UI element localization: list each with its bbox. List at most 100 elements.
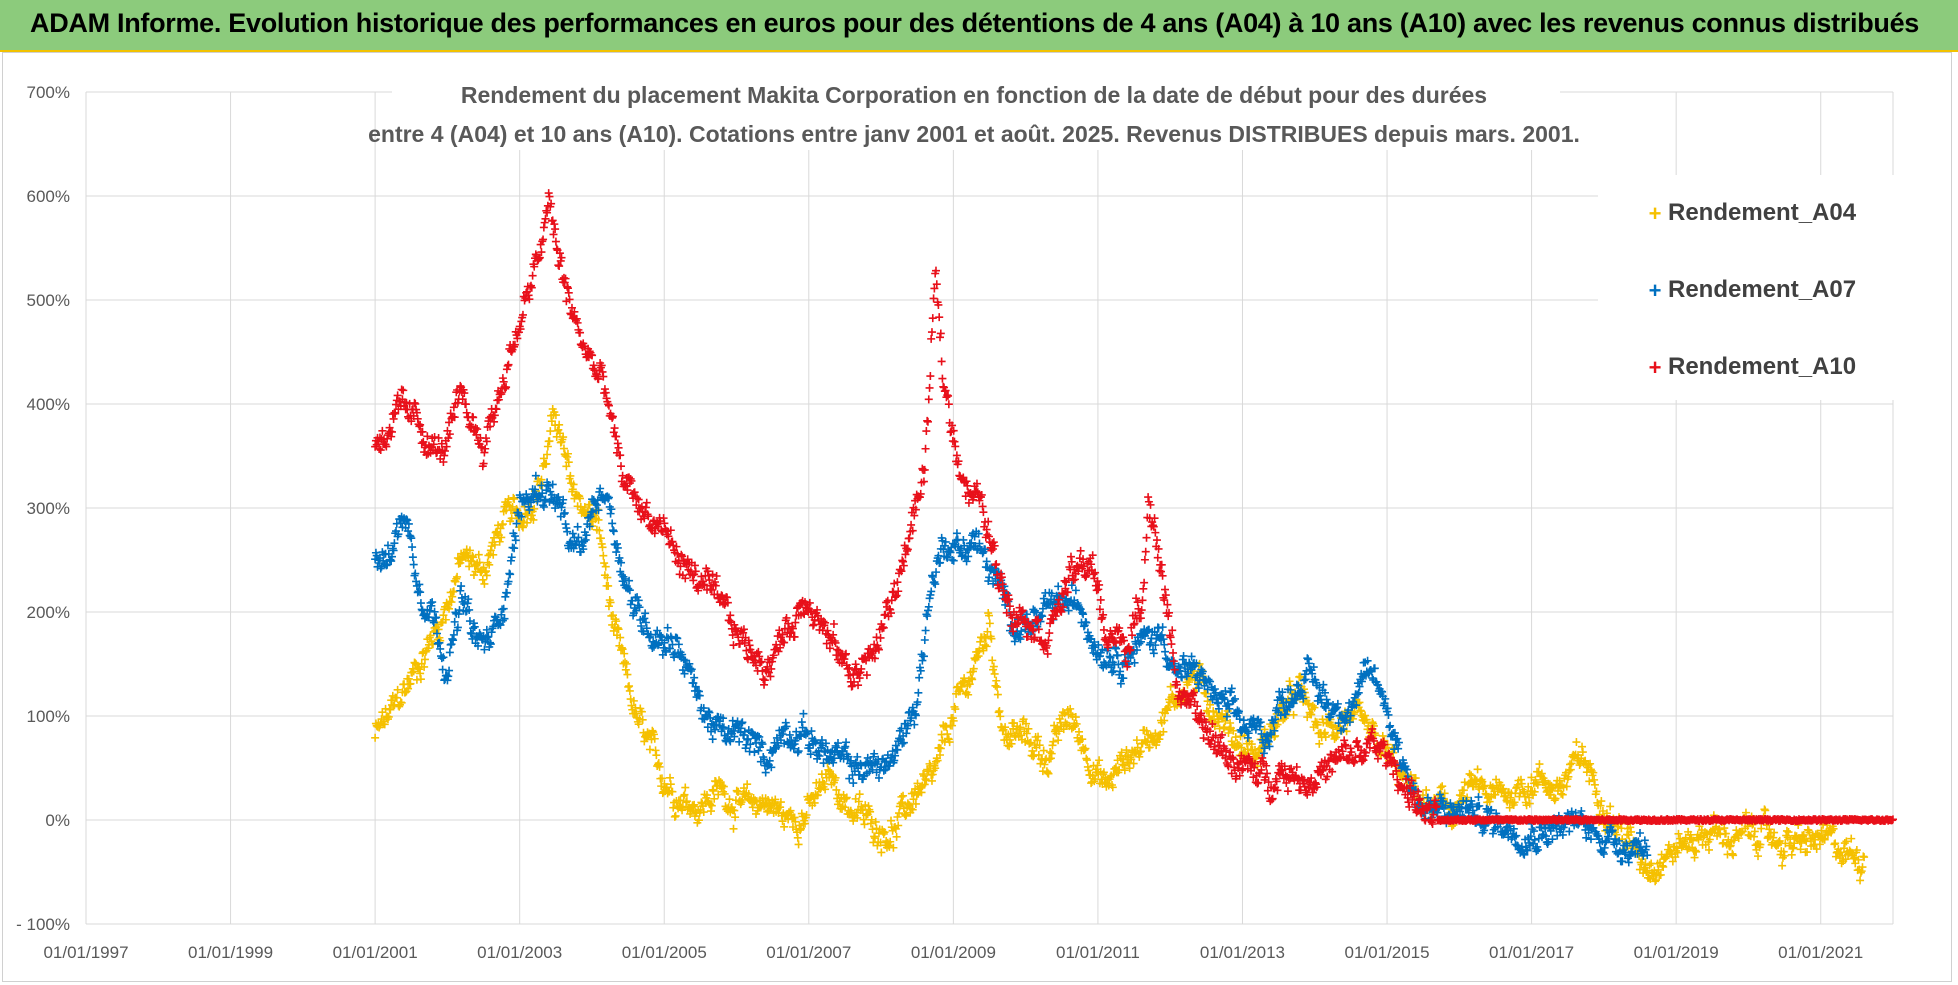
data-point xyxy=(1691,846,1700,855)
data-point xyxy=(1304,655,1313,664)
data-point xyxy=(1277,694,1286,703)
data-point xyxy=(754,647,763,656)
data-point xyxy=(969,664,978,673)
data-point xyxy=(1221,716,1230,725)
data-point xyxy=(989,662,998,671)
data-point xyxy=(682,797,691,806)
data-point xyxy=(1643,866,1652,875)
data-point xyxy=(453,398,462,407)
data-point xyxy=(1316,770,1325,779)
data-point xyxy=(715,776,724,785)
data-point xyxy=(1860,853,1869,862)
data-point xyxy=(604,401,613,410)
data-point xyxy=(1404,798,1413,807)
data-point xyxy=(539,501,548,510)
data-point xyxy=(1436,783,1445,792)
data-point xyxy=(599,372,608,381)
data-point xyxy=(389,414,398,423)
data-point xyxy=(893,578,902,587)
data-point xyxy=(1432,802,1441,811)
data-point xyxy=(517,512,526,521)
data-point xyxy=(525,505,534,514)
data-point xyxy=(952,536,961,545)
data-point xyxy=(404,527,413,536)
data-point xyxy=(1384,710,1393,719)
data-point xyxy=(1140,578,1149,587)
data-point xyxy=(624,682,633,691)
data-point xyxy=(1043,768,1052,777)
data-point xyxy=(1598,806,1607,815)
data-point xyxy=(604,602,613,611)
data-point xyxy=(594,515,603,524)
data-point xyxy=(1190,697,1199,706)
data-point xyxy=(501,592,510,601)
data-point xyxy=(506,346,515,355)
data-point xyxy=(573,318,582,327)
data-point xyxy=(733,717,742,726)
data-point xyxy=(480,579,489,588)
x-axis-ticks: 01/01/1997 01/01/1999 01/01/2001 01/01/2003… xyxy=(43,943,1863,962)
data-point xyxy=(1257,729,1266,738)
data-point xyxy=(621,658,630,667)
data-point xyxy=(1094,585,1103,594)
data-point xyxy=(1186,665,1195,674)
data-point xyxy=(460,389,469,398)
data-point xyxy=(975,539,984,548)
data-point xyxy=(1058,603,1067,612)
data-point xyxy=(1541,824,1550,833)
data-point xyxy=(1263,736,1272,745)
data-point xyxy=(642,624,651,633)
data-point xyxy=(562,524,571,533)
data-point xyxy=(1021,719,1030,728)
data-point xyxy=(376,564,385,573)
x-tick-label: 01/01/2015 xyxy=(1344,943,1429,962)
data-point xyxy=(899,561,908,570)
data-point xyxy=(442,671,451,680)
data-point xyxy=(1456,807,1464,816)
data-point xyxy=(758,740,767,749)
data-point xyxy=(950,540,959,549)
data-point xyxy=(1586,835,1595,844)
data-point xyxy=(1024,724,1033,733)
data-point xyxy=(1019,715,1028,724)
data-point xyxy=(1173,680,1182,689)
data-point xyxy=(437,654,446,663)
data-point xyxy=(1353,736,1362,745)
data-point xyxy=(604,494,613,503)
data-point xyxy=(554,261,563,270)
data-point xyxy=(1402,775,1411,784)
data-point xyxy=(1632,838,1641,847)
data-point xyxy=(671,811,680,820)
data-point xyxy=(637,621,646,630)
data-point xyxy=(457,582,466,591)
data-point xyxy=(1272,777,1281,786)
data-point xyxy=(555,262,564,271)
data-point xyxy=(767,664,776,673)
data-point xyxy=(697,572,706,581)
data-point xyxy=(964,544,973,553)
data-point xyxy=(560,278,569,287)
data-point xyxy=(503,361,512,370)
data-point xyxy=(941,386,950,395)
data-point xyxy=(594,375,603,384)
data-point xyxy=(648,726,657,735)
data-point xyxy=(719,723,728,732)
data-point xyxy=(434,625,443,634)
data-point xyxy=(776,643,785,652)
data-point xyxy=(995,706,1004,715)
data-point xyxy=(680,669,689,678)
data-point xyxy=(568,485,577,494)
data-point xyxy=(1278,766,1287,775)
data-point xyxy=(935,313,944,322)
data-point xyxy=(1285,677,1294,686)
data-point xyxy=(492,405,501,414)
data-point xyxy=(1446,799,1455,808)
series-Rendement_A10 xyxy=(371,189,1897,828)
data-point xyxy=(1355,682,1364,691)
data-point xyxy=(668,787,677,796)
data-point xyxy=(1271,715,1280,724)
data-point xyxy=(543,208,552,217)
data-point xyxy=(886,609,895,618)
data-point xyxy=(498,616,507,625)
data-point xyxy=(614,625,623,634)
